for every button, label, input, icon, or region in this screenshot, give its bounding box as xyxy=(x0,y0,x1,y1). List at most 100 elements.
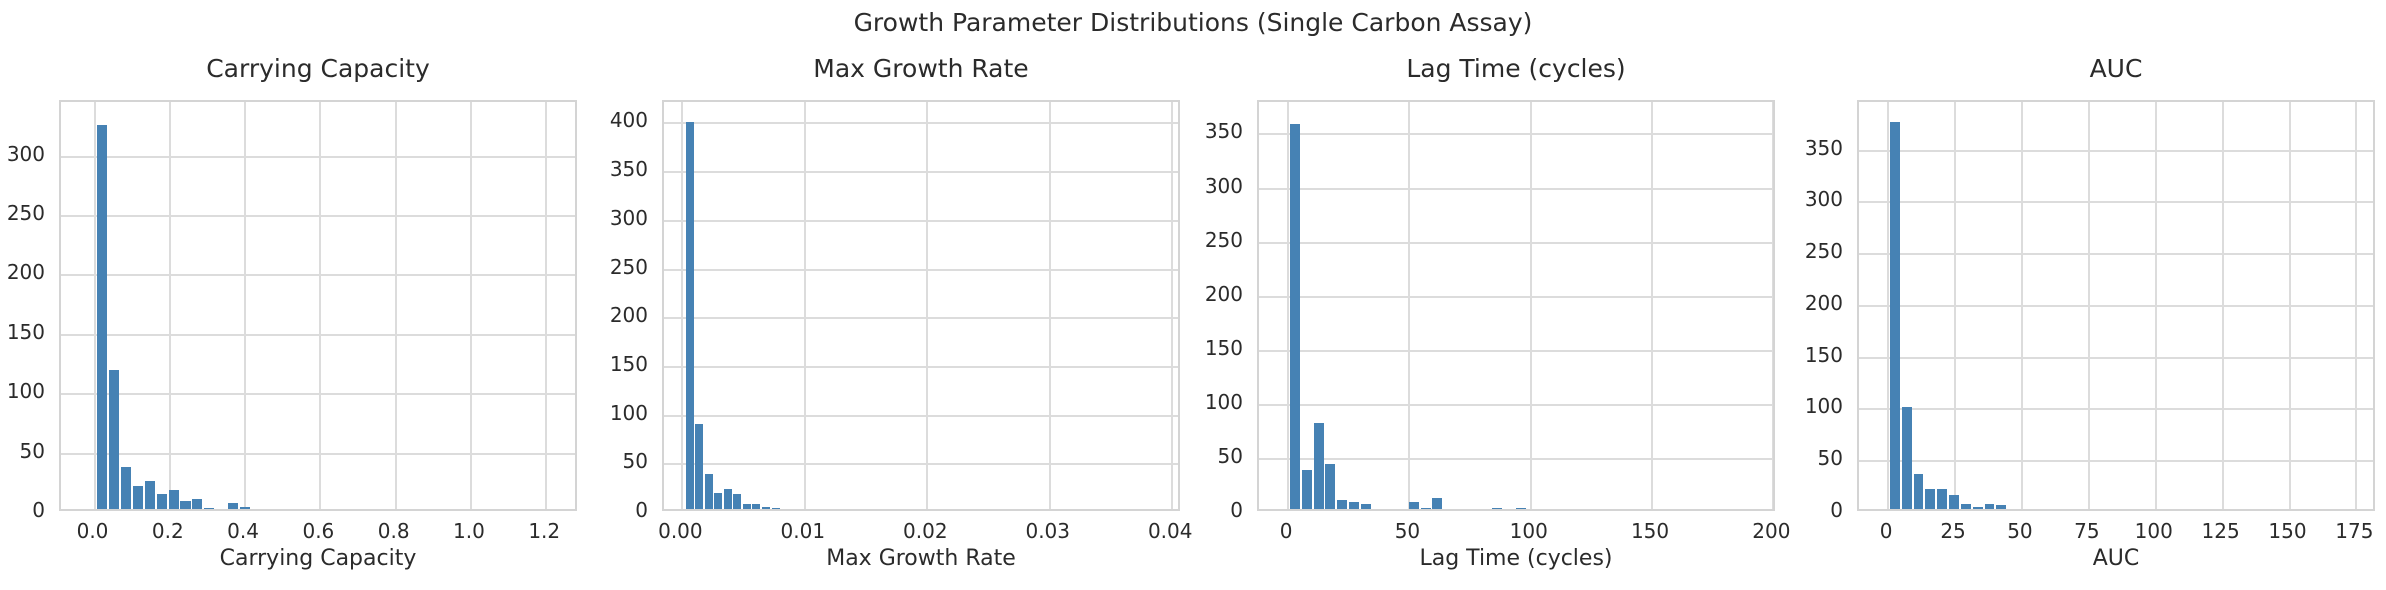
y-tick-label: 300 xyxy=(1204,173,1243,198)
y-tick-label: 200 xyxy=(1204,281,1243,306)
y-tick-label: 150 xyxy=(1804,342,1843,367)
y-tick-label: 50 xyxy=(19,438,45,463)
x-tick-label: 0.04 xyxy=(1147,519,1193,543)
axes-carrying-capacity xyxy=(59,100,577,511)
histogram-bar xyxy=(1925,489,1936,509)
histogram-bar xyxy=(1349,502,1360,509)
x-gridline xyxy=(2288,102,2291,509)
histogram-bar xyxy=(108,370,119,509)
x-gridline xyxy=(2221,102,2224,509)
y-tick-label: 300 xyxy=(6,141,45,166)
histogram-bar xyxy=(1515,507,1526,509)
subplot-auc: AUC AUC 0 50 100 150 200 250 300 350 0 25 50 75 100 1… xyxy=(1805,54,2375,571)
x-tick-label: 175 xyxy=(2335,519,2374,543)
x-gridline xyxy=(1287,102,1290,509)
axes-lag-time xyxy=(1257,100,1775,511)
y-gridline xyxy=(1859,356,2373,359)
y-tick-label: 100 xyxy=(1204,389,1243,414)
x-tick-label: 200 xyxy=(1752,519,1791,543)
histogram-bar xyxy=(1901,407,1912,509)
histogram-bar xyxy=(1468,510,1478,511)
y-tick-label: 50 xyxy=(1217,443,1243,468)
y-tick-label: 100 xyxy=(1804,394,1843,419)
y-gridline xyxy=(1859,253,2373,256)
y-tick-label: 350 xyxy=(1204,119,1243,144)
histogram-bar xyxy=(1972,506,1983,509)
histogram-bar xyxy=(733,494,742,509)
y-gridline xyxy=(1859,149,2373,152)
histogram-bar xyxy=(771,508,780,509)
x-tick-label: 100 xyxy=(2134,519,2173,543)
y-tick-label: 100 xyxy=(6,379,45,404)
y-gridline xyxy=(664,463,1178,466)
x-gridline xyxy=(1887,102,1890,509)
x-gridline xyxy=(803,102,806,509)
y-tick-label: 250 xyxy=(6,201,45,226)
subplot-carrying-capacity: Carrying Capacity Carrying Capacity 0 50 1… xyxy=(7,54,577,571)
x-tick-label: 0.00 xyxy=(658,519,703,543)
y-gridline xyxy=(1859,201,2373,204)
x-tick-label: 50 xyxy=(1394,519,1421,543)
y-tick-label: 150 xyxy=(1204,335,1243,360)
histogram-bar xyxy=(1408,502,1419,509)
y-tick-label: 400 xyxy=(609,108,648,133)
x-gridline xyxy=(2355,102,2358,509)
x-tick-label: 0 xyxy=(1879,519,1893,543)
histogram-bar xyxy=(1289,123,1300,509)
histogram-bar xyxy=(1325,464,1336,509)
x-tick-label: 125 xyxy=(2201,519,2240,543)
histogram-bar xyxy=(144,480,155,509)
y-gridline xyxy=(664,317,1178,320)
subplot-title: Max Growth Rate xyxy=(813,54,1029,83)
y-tick-label: 300 xyxy=(609,205,648,230)
figure-title: Growth Parameter Distributions (Single C… xyxy=(853,8,1533,37)
x-axis-label: Max Growth Rate xyxy=(826,546,1016,571)
histogram-bar xyxy=(714,492,723,509)
y-tick-label: 300 xyxy=(1804,187,1843,212)
x-axis-label: Lag Time (cycles) xyxy=(1419,546,1613,571)
histogram-bar xyxy=(96,124,107,509)
histogram-bar xyxy=(704,474,713,509)
x-gridline xyxy=(244,102,247,509)
x-tick-label: 100 xyxy=(1509,519,1548,543)
histogram-bar xyxy=(1480,510,1490,511)
y-tick-label: 150 xyxy=(609,351,648,376)
y-tick-label: 250 xyxy=(1204,227,1243,252)
histogram-bar xyxy=(120,466,131,509)
subplot-max-growth-rate: Max Growth Rate Max Growth Rate 0 50 100 15… xyxy=(610,54,1193,571)
histogram-bar xyxy=(276,509,286,511)
x-tick-label: 0.03 xyxy=(1025,519,1070,543)
x-gridline xyxy=(1171,102,1174,509)
y-gridline xyxy=(1259,133,1773,136)
y-gridline xyxy=(664,122,1178,125)
y-tick-label: 250 xyxy=(1804,239,1843,264)
histogram-bar xyxy=(168,490,179,509)
y-gridline xyxy=(61,215,575,218)
y-gridline xyxy=(61,155,575,158)
x-tick-label: 0.0 xyxy=(76,519,109,543)
y-gridline xyxy=(1259,187,1773,190)
histogram-bar xyxy=(204,508,215,509)
x-gridline xyxy=(1408,102,1411,509)
x-axis-label: Carrying Capacity xyxy=(219,546,417,571)
y-tick-label: 250 xyxy=(609,254,648,279)
histogram-bar xyxy=(752,504,761,509)
histogram-bar xyxy=(1361,504,1372,509)
histogram-bar xyxy=(1996,504,2007,509)
x-gridline xyxy=(1651,102,1654,509)
y-gridline xyxy=(664,268,1178,271)
histogram-bar xyxy=(240,507,251,509)
y-tick-label: 50 xyxy=(622,449,648,474)
y-gridline xyxy=(1259,295,1773,298)
y-gridline xyxy=(664,171,1178,174)
y-tick-label: 200 xyxy=(6,260,45,285)
histogram-bar xyxy=(1889,121,1900,509)
y-tick-label: 0 xyxy=(635,498,648,522)
y-gridline xyxy=(1259,457,1773,460)
subplot-title: AUC xyxy=(2089,54,2143,83)
y-gridline xyxy=(1259,241,1773,244)
y-tick-label: 200 xyxy=(609,303,648,328)
x-tick-label: 50 xyxy=(2007,519,2033,543)
y-gridline xyxy=(61,393,575,396)
